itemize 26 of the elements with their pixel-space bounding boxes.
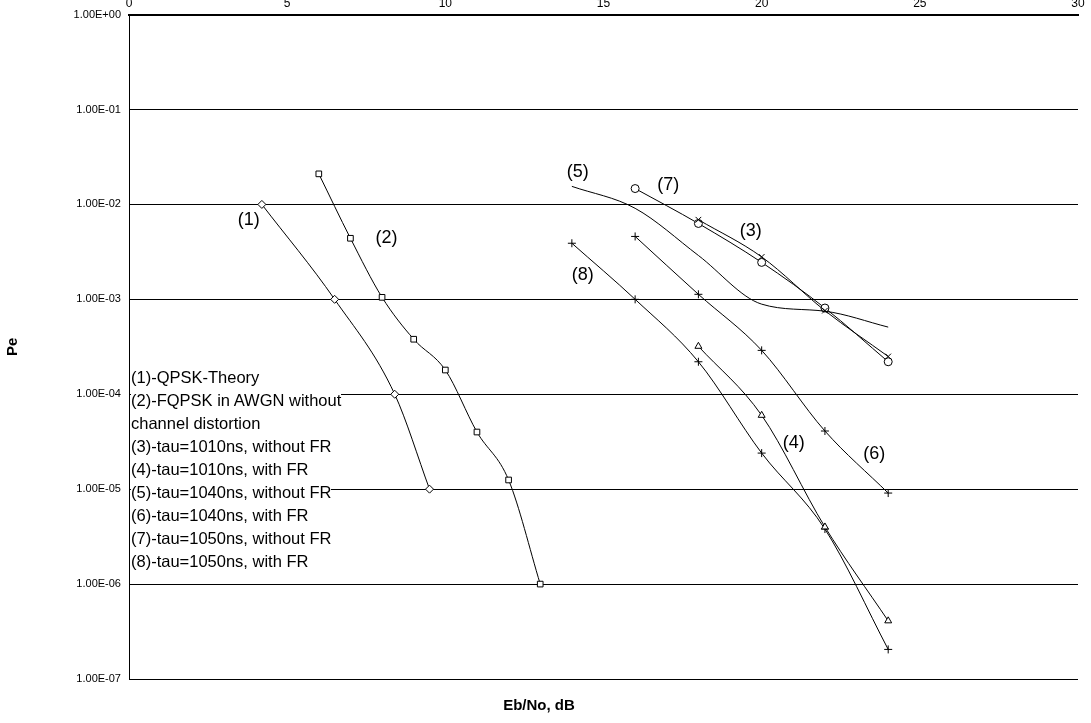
x-axis-title: Eb/No, dB [503, 696, 575, 714]
series-label: (4) [782, 432, 805, 453]
annotation: (6)-tau=1040ns, with FR [131, 506, 309, 524]
annotation: (3)-tau=1010ns, without FR [131, 437, 332, 455]
y-tick-label: 1.00E-06 [76, 577, 121, 590]
series-label: (6) [863, 443, 886, 464]
y-tick-label: 1.00E-07 [76, 672, 121, 685]
series-label: (7) [657, 173, 680, 194]
y-tick-label: 1.00E-05 [76, 482, 121, 495]
y-tick-label: 1.00E-02 [76, 197, 121, 210]
annotation: (4)-tau=1010ns, with FR [131, 460, 309, 478]
series-label: (2) [375, 227, 398, 248]
y-tick-label: 1.00E-03 [76, 292, 121, 305]
y-tick-label: 1.00E+00 [73, 7, 121, 20]
series-label: (1) [237, 209, 260, 230]
annotation: (8)-tau=1050ns, with FR [131, 552, 309, 570]
annotation: (2)-FQPSK in AWGN without channel distortion [131, 391, 342, 432]
annotation: (7)-tau=1050ns, without FR [131, 529, 332, 547]
series-label: (3) [739, 219, 762, 240]
series-label: (5) [566, 161, 589, 182]
annotation: (1)-QPSK-Theory [131, 368, 260, 386]
annotation: (5)-tau=1040ns, without FR [131, 483, 332, 501]
series-label: (8) [571, 264, 594, 285]
y-tick-label: 1.00E-04 [76, 387, 121, 400]
y-axis-title: Pe [3, 337, 21, 356]
y-tick-label: 1.00E-01 [76, 102, 121, 115]
